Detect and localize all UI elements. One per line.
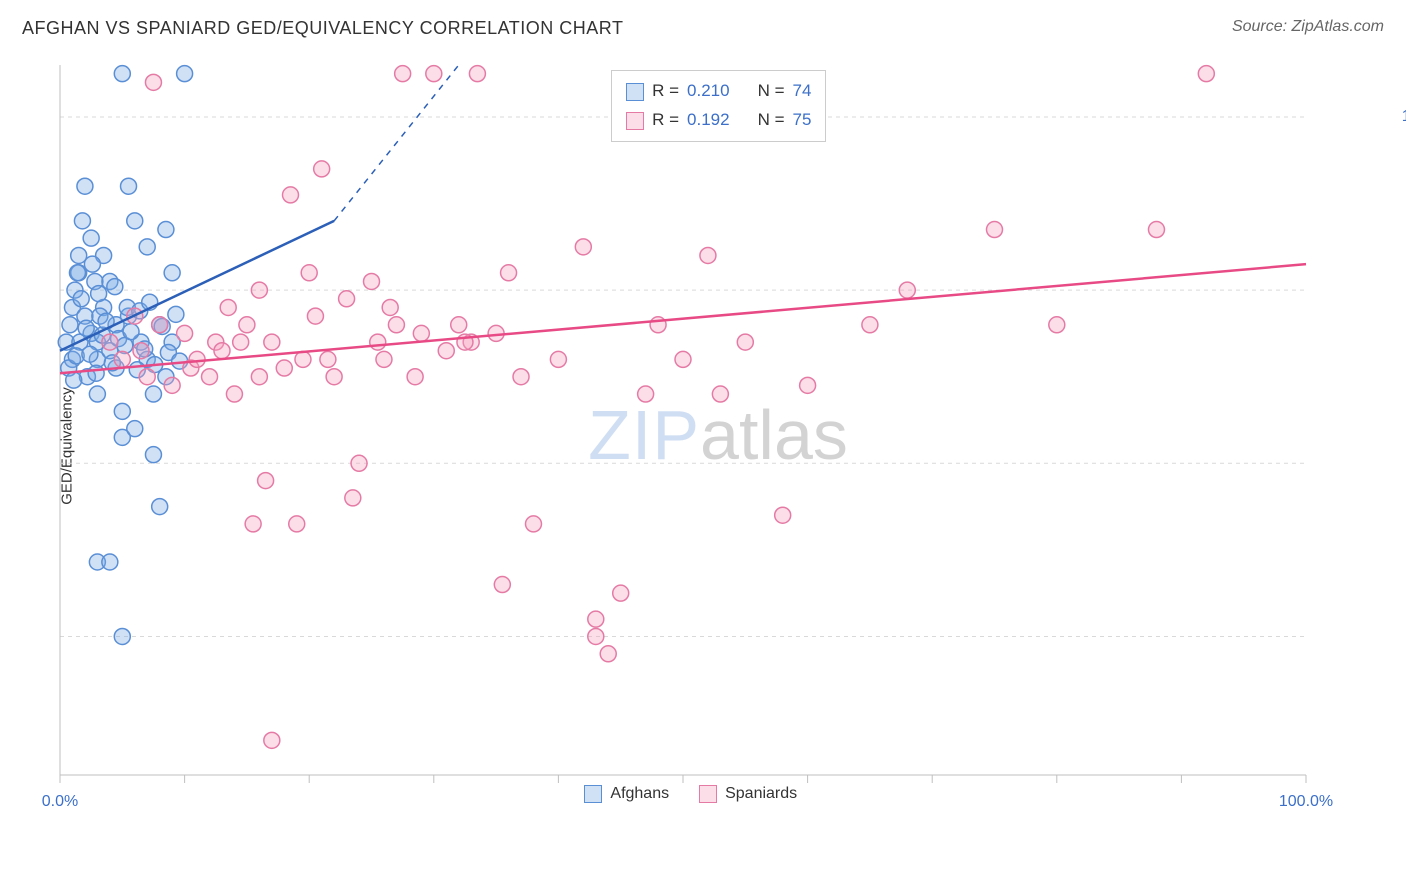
scatter-svg [50,55,1386,815]
legend-n-label: N = [758,77,785,106]
legend-r-label: R = [652,77,679,106]
legend-row: R = 0.210 N = 74 [626,77,811,106]
legend-n-label: N = [758,106,785,135]
plot-area: ZIPatlas R =0.210N =74R =0.192N =75 Afgh… [50,55,1386,815]
legend-row: R = 0.192 N = 75 [626,106,811,135]
legend-r-value: 0.192 [687,106,730,135]
source-label: Source: ZipAtlas.com [1232,18,1384,36]
legend-swatch [626,112,644,130]
series-name: Afghans [610,785,669,803]
legend-swatch [626,83,644,101]
series-legend-item: Spaniards [699,785,797,803]
series-legend-item: Afghans [584,785,669,803]
x-tick-label-left: 0.0% [42,793,78,811]
y-tick-label: 100.0% [1396,108,1406,126]
chart-container: AFGHAN VS SPANIARD GED/EQUIVALENCY CORRE… [0,0,1406,892]
series-legend: Afghans Spaniards [584,785,797,803]
legend-n-value: 75 [793,106,812,135]
legend-r-label: R = [652,106,679,135]
chart-title: AFGHAN VS SPANIARD GED/EQUIVALENCY CORRE… [22,18,623,39]
y-tick-label: 80.0% [1396,454,1406,472]
series-name: Spaniards [725,785,797,803]
legend-swatch [584,785,602,803]
correlation-legend: R = 0.210 N = 74 R = 0.192 N = 75 [611,70,826,142]
legend-swatch [699,785,717,803]
legend-r-value: 0.210 [687,77,730,106]
y-tick-label: 90.0% [1396,281,1406,299]
x-tick-label-right: 100.0% [1279,793,1333,811]
legend-n-value: 74 [793,77,812,106]
y-tick-label: 70.0% [1396,627,1406,645]
